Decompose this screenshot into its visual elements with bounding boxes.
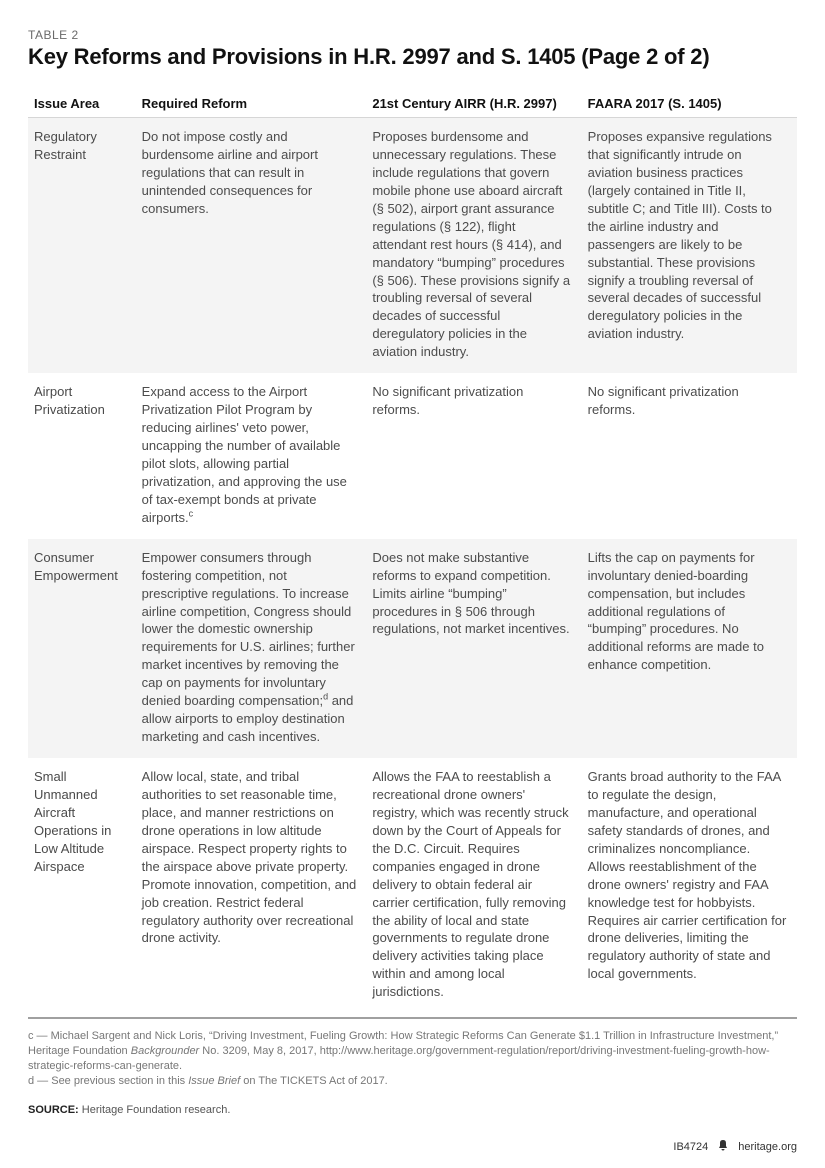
footnote-c: c — Michael Sargent and Nick Loris, “Dri…: [28, 1029, 797, 1074]
cell-faara: Grants broad authority to the FAA to reg…: [582, 758, 797, 1013]
table-header-row: Issue Area Required Reform 21st Century …: [28, 88, 797, 118]
cell-issue: Regulatory Restraint: [28, 118, 136, 374]
source-line: SOURCE: Heritage Foundation research.: [28, 1103, 797, 1118]
col-issue-area: Issue Area: [28, 88, 136, 118]
page-title: Key Reforms and Provisions in H.R. 2997 …: [28, 44, 797, 70]
cell-faara: No significant privatization reforms.: [582, 373, 797, 539]
cell-faara: Lifts the cap on payments for involuntar…: [582, 539, 797, 758]
cell-airr: Proposes burdensome and unnecessary regu…: [366, 118, 581, 374]
footnote-d: d — See previous section in this Issue B…: [28, 1074, 797, 1089]
footer-site: heritage.org: [738, 1141, 797, 1153]
cell-airr: Allows the FAA to reestablish a recreati…: [366, 758, 581, 1013]
cell-airr: No significant privatization reforms.: [366, 373, 581, 539]
cell-reform: Expand access to the Airport Privatizati…: [136, 373, 367, 539]
reforms-table: Issue Area Required Reform 21st Century …: [28, 88, 797, 1013]
table-row: Airport Privatization Expand access to t…: [28, 373, 797, 539]
cell-reform: Do not impose costly and burdensome airl…: [136, 118, 367, 374]
table-row: Small Unmanned Aircraft Operations in Lo…: [28, 758, 797, 1013]
footnotes: c — Michael Sargent and Nick Loris, “Dri…: [28, 1017, 797, 1117]
cell-issue: Small Unmanned Aircraft Operations in Lo…: [28, 758, 136, 1013]
page-footer: IB4724 heritage.org: [28, 1139, 797, 1154]
cell-reform: Allow local, state, and tribal authoriti…: [136, 758, 367, 1013]
table-row: Consumer Empowerment Empower consumers t…: [28, 539, 797, 758]
table-row: Regulatory Restraint Do not impose costl…: [28, 118, 797, 374]
col-airr: 21st Century AIRR (H.R. 2997): [366, 88, 581, 118]
source-text: Heritage Foundation research.: [82, 1104, 231, 1116]
footer-id: IB4724: [673, 1141, 708, 1153]
cell-reform: Empower consumers through fostering comp…: [136, 539, 367, 758]
table-label: TABLE 2: [28, 28, 797, 42]
cell-issue: Airport Privatization: [28, 373, 136, 539]
cell-airr: Does not make substantive reforms to exp…: [366, 539, 581, 758]
source-label: SOURCE:: [28, 1104, 79, 1116]
col-required-reform: Required Reform: [136, 88, 367, 118]
cell-issue: Consumer Empowerment: [28, 539, 136, 758]
document-page: TABLE 2 Key Reforms and Provisions in H.…: [0, 0, 825, 1168]
bell-icon: [718, 1139, 728, 1154]
cell-faara: Proposes expansive regulations that sign…: [582, 118, 797, 374]
col-faara: FAARA 2017 (S. 1405): [582, 88, 797, 118]
